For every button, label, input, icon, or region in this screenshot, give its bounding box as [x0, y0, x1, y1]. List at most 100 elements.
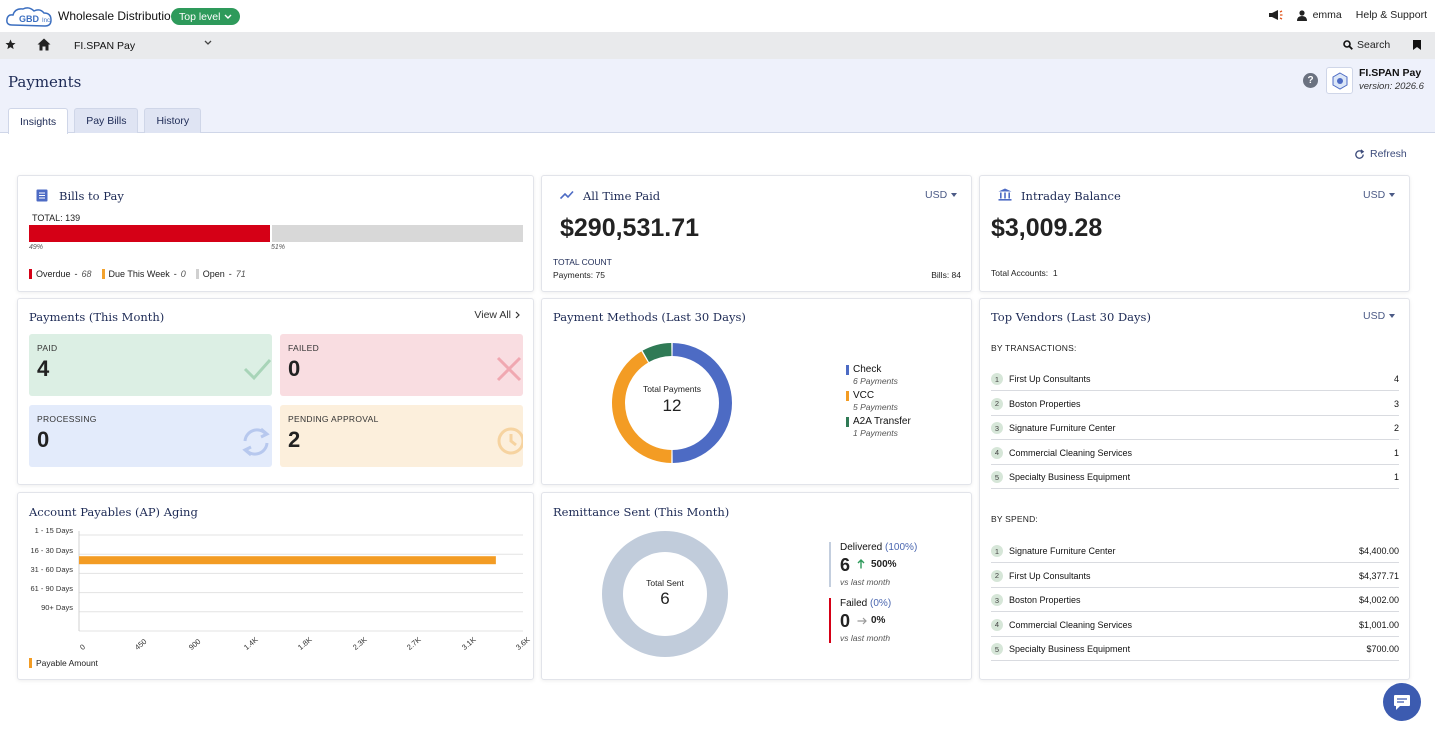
legend-overdue-value: 68 [81, 269, 92, 279]
vendor-value: $700.00 [1366, 644, 1399, 655]
by_transactions-vendor-row[interactable]: 2 Boston Properties 3 [991, 392, 1399, 416]
legend-check-sub: 6 Payments [853, 376, 898, 386]
payable-swatch [29, 658, 32, 668]
user-menu[interactable]: emma [1296, 9, 1342, 21]
by_spend-vendor-row[interactable]: 5 Specialty Business Equipment $700.00 [991, 637, 1399, 662]
legend-open[interactable]: Open - 71 [195, 269, 246, 279]
currency-select[interactable]: USD [925, 189, 958, 201]
failed-label-text: Failed [840, 598, 868, 609]
company-logo[interactable]: GBD Inc [4, 5, 54, 29]
page-title: Payments [8, 73, 82, 91]
total-count-label: TOTAL COUNT [553, 257, 612, 267]
pending-approval-tile[interactable]: PENDING APPROVAL 2 [280, 405, 523, 467]
donut-center-label: Total Payments [642, 384, 702, 394]
processing-tile[interactable]: PROCESSING 0 [29, 405, 272, 467]
by_spend-vendor-row[interactable]: 1 Signature Furniture Center $4,400.00 [991, 539, 1399, 563]
payment-methods-title: Payment Methods (Last 30 Days) [553, 310, 746, 324]
page-header: Payments ? FI.SPAN Pay version: 2026.6 I… [0, 59, 1435, 134]
vendor-name: Signature Furniture Center [1009, 546, 1116, 556]
bills-count: Bills: 84 [931, 270, 961, 280]
level-selector[interactable]: Top level [171, 8, 241, 25]
open-bar[interactable] [272, 225, 523, 242]
currency-select[interactable]: USD [1363, 189, 1396, 201]
payment-methods-card: Payment Methods (Last 30 Days) Total Pay… [541, 298, 972, 485]
remittance-donut [602, 531, 729, 657]
tab-insights[interactable]: Insights [8, 108, 69, 134]
ap-bar[interactable] [79, 556, 496, 565]
total-accounts: Total Accounts: 1 [991, 268, 1058, 278]
app-switcher[interactable]: FI.SPAN Pay [74, 40, 136, 52]
home-icon[interactable] [37, 38, 51, 51]
vendor-value: $1,001.00 [1358, 619, 1399, 630]
paid-tile[interactable]: PAID 4 [29, 334, 272, 396]
svg-text:Inc: Inc [42, 18, 50, 24]
bills-to-pay-title: Bills to Pay [59, 189, 124, 203]
caret-down-icon [1389, 193, 1396, 197]
legend-overdue[interactable]: Overdue - 68 [29, 269, 92, 279]
ap-category-label: 61 - 90 Days [30, 584, 73, 593]
vendor-value: 3 [1393, 398, 1399, 409]
legend-vcc[interactable]: VCC 5 Payments [846, 390, 911, 413]
tab-bar: Insights Pay Bills History [8, 108, 202, 134]
delivered-pct: (100%) [885, 542, 918, 553]
bookmark-icon[interactable] [1413, 40, 1421, 50]
by_spend-vendor-row[interactable]: 4 Commercial Cleaning Services $1,001.00 [991, 613, 1399, 637]
currency-select[interactable]: USD [1363, 310, 1396, 322]
failed-value: 0 [288, 356, 301, 381]
currency-label: USD [1363, 310, 1386, 322]
vendor-name: Commercial Cleaning Services [1009, 447, 1133, 458]
remittance-slice-delivered[interactable] [602, 531, 729, 657]
overdue-bar[interactable] [29, 225, 270, 242]
ap-legend[interactable]: Payable Amount [29, 658, 98, 668]
vendor-name: Boston Properties [1009, 398, 1081, 409]
search-label: Search [1357, 39, 1391, 51]
tab-pay-bills[interactable]: Pay Bills [74, 108, 139, 133]
search-button[interactable]: Search [1343, 39, 1390, 51]
rank-badge: 5 [991, 643, 1003, 656]
announcements-button[interactable] [1268, 9, 1283, 21]
payment-method-slice-check[interactable] [672, 343, 733, 463]
vendor-name: Specialty Business Equipment [1009, 472, 1131, 483]
legend-vcc-name: VCC [853, 390, 875, 401]
currency-label: USD [925, 189, 948, 201]
failed-title: Failed (0%) [840, 598, 891, 609]
chat-button[interactable] [1383, 683, 1421, 721]
product-name: FI.SPAN Pay [1359, 67, 1422, 79]
vendor-value: $4,400.00 [1358, 546, 1399, 556]
top-vendors-card: Top Vendors (Last 30 Days) USD BY TRANSA… [979, 298, 1410, 680]
vendor-value: $4,002.00 [1358, 595, 1399, 606]
legend-check-name: Check [853, 364, 882, 375]
by_transactions-vendor-row[interactable]: 3 Signature Furniture Center 2 [991, 416, 1399, 441]
legend-due-week[interactable]: Due This Week - 0 [101, 269, 186, 279]
payment-method-slice-a2a-transfer[interactable] [642, 343, 672, 363]
help-icon[interactable]: ? [1303, 73, 1318, 88]
vendor-value: 1 [1393, 472, 1399, 483]
legend-check[interactable]: Check 6 Payments [846, 364, 911, 387]
chevron-down-icon[interactable] [204, 40, 212, 46]
failed-tile[interactable]: FAILED 0 [280, 334, 523, 396]
legend-a2a[interactable]: A2A Transfer 1 Payments [846, 416, 911, 439]
star-icon[interactable] [5, 39, 16, 50]
by_spend-vendor-row[interactable]: 3 Boston Properties $4,002.00 [991, 588, 1399, 613]
view-all-link[interactable]: View All [474, 309, 520, 321]
tab-history[interactable]: History [144, 108, 202, 133]
by_spend-vendor-row[interactable]: 2 First Up Consultants $4,377.71 [991, 564, 1399, 588]
rank-badge: 1 [991, 373, 1003, 385]
vendor-name: First Up Consultants [1009, 374, 1091, 384]
help-support-link[interactable]: Help & Support [1356, 9, 1427, 21]
chevron-down-icon [224, 14, 232, 19]
by_transactions-vendor-row[interactable]: 4 Commercial Cleaning Services 1 [991, 441, 1399, 465]
payment-method-slice-vcc[interactable] [612, 351, 672, 463]
by_transactions-vendor-row[interactable]: 1 First Up Consultants 4 [991, 367, 1399, 391]
vendor-value: 1 [1393, 447, 1399, 458]
trend-icon [560, 190, 574, 200]
vendor-name: First Up Consultants [1009, 570, 1091, 581]
by_transactions-vendor-row[interactable]: 5 Specialty Business Equipment 1 [991, 465, 1399, 490]
bills-total: TOTAL: 139 [32, 213, 81, 223]
product-logo-icon [1332, 71, 1347, 90]
remittance-center-label: Total Sent [646, 578, 684, 588]
processing-value: 0 [37, 427, 50, 452]
refresh-button[interactable]: Refresh [1354, 148, 1407, 160]
rank-badge: 5 [991, 471, 1003, 484]
rank-badge: 1 [991, 545, 1003, 557]
